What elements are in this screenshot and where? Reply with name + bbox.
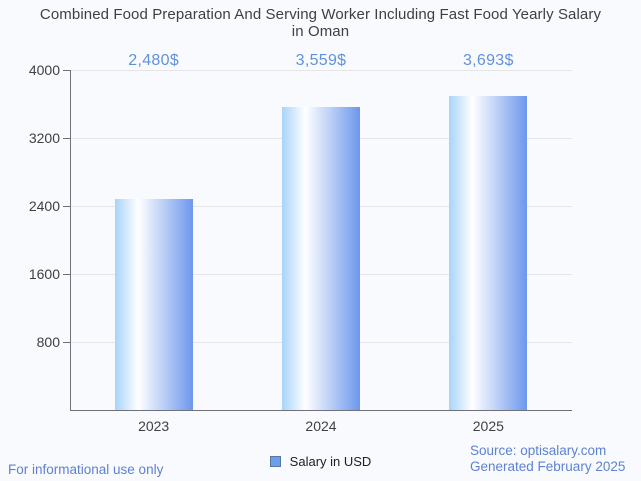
- y-axis-label: 3200: [28, 130, 60, 146]
- chart-title-line1: Combined Food Preparation And Serving Wo…: [39, 6, 602, 23]
- y-axis-tick: [63, 205, 70, 207]
- source-line: Source: optisalary.com: [470, 443, 607, 458]
- disclaimer-text: For informational use only: [8, 462, 164, 477]
- legend-label: Salary in USD: [289, 453, 372, 469]
- x-axis-label: 2025: [472, 418, 504, 434]
- y-axis-line: [70, 70, 71, 410]
- gridline: [70, 69, 572, 71]
- y-axis-tick: [63, 69, 70, 71]
- x-axis-label: 2024: [305, 418, 337, 434]
- chart-title: Combined Food Preparation And Serving Wo…: [0, 6, 641, 40]
- y-axis-tick: [63, 273, 70, 275]
- value-label: 2,480$: [128, 52, 180, 69]
- y-axis-label: 800: [36, 334, 60, 350]
- value-label: 3,559$: [295, 52, 347, 69]
- bar-2024[interactable]: [282, 107, 360, 410]
- y-axis-label: 4000: [28, 62, 60, 78]
- y-axis-label: 2400: [28, 198, 60, 214]
- legend: Salary in USD: [0, 452, 641, 470]
- y-axis-label: 1600: [28, 266, 60, 282]
- bar-2025[interactable]: [449, 96, 528, 410]
- legend-swatch: [269, 455, 281, 467]
- bar-2023[interactable]: [114, 199, 193, 410]
- generated-line: Generated February 2025: [470, 459, 626, 474]
- chart-title-line2: in Oman: [291, 23, 350, 40]
- y-axis-tick: [63, 137, 70, 139]
- value-label: 3,693$: [462, 52, 514, 69]
- source-info: Source: optisalary.com Generated Februar…: [470, 443, 625, 475]
- y-axis-tick: [63, 341, 70, 343]
- x-axis-label: 2023: [138, 418, 170, 434]
- x-axis-line: [70, 409, 572, 411]
